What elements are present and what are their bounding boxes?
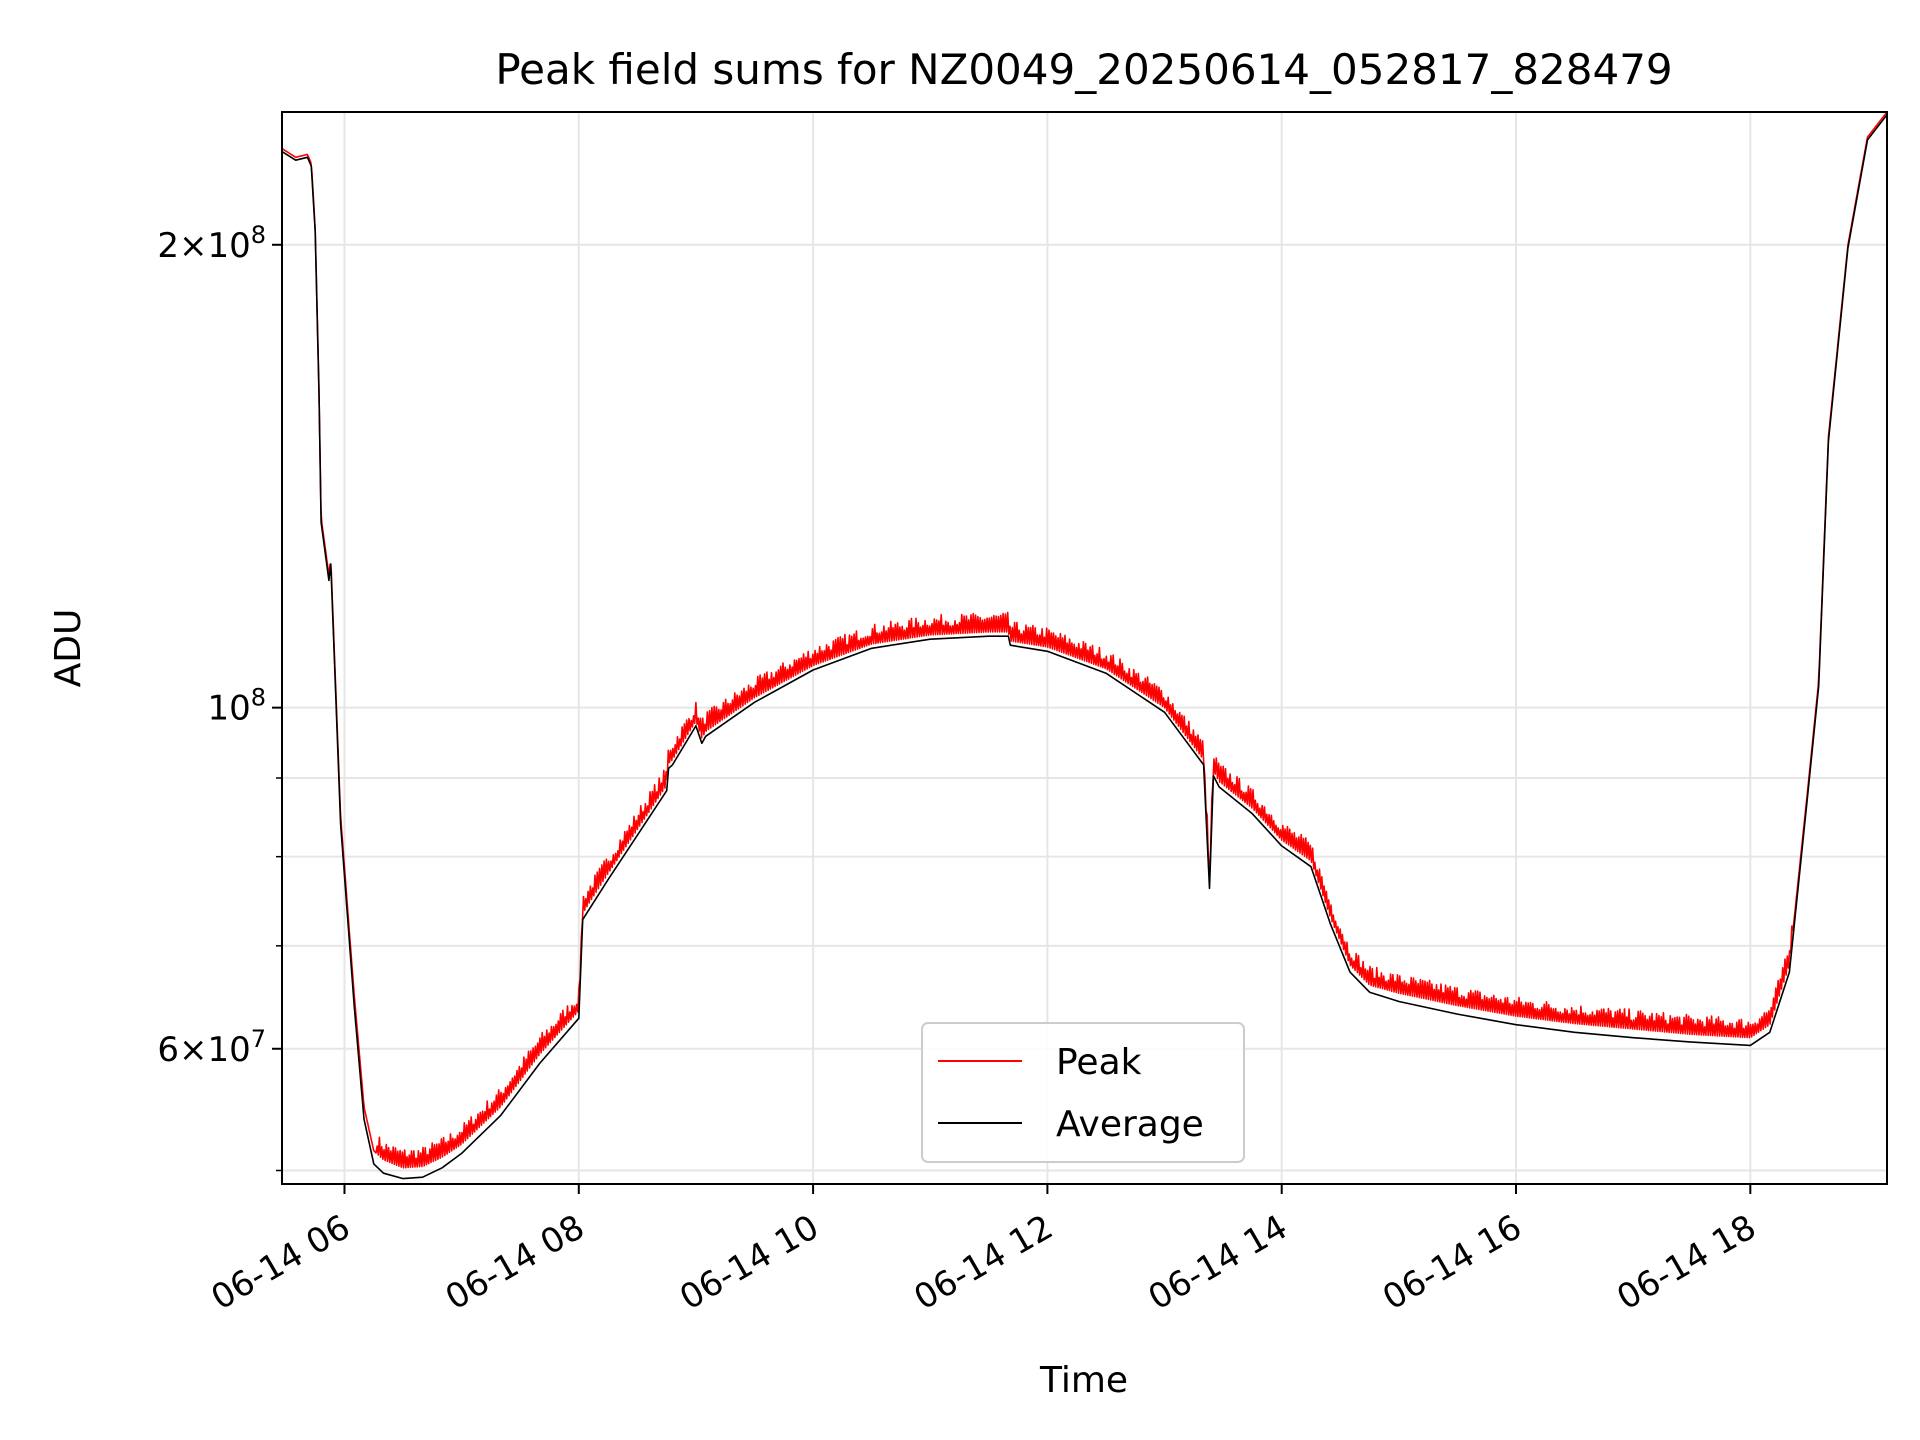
plot-frame bbox=[281, 111, 1888, 1185]
y-tick-label: 108 bbox=[207, 684, 266, 729]
grid-lines bbox=[282, 112, 1887, 1184]
y-tick-label: 2×108 bbox=[157, 221, 266, 266]
x-axis-title: Time bbox=[1039, 1360, 1128, 1401]
legend: Peak Average bbox=[921, 1022, 1245, 1163]
series-line-average bbox=[282, 114, 1887, 1180]
legend-box bbox=[921, 1022, 1245, 1163]
legend-label-average: Average bbox=[1056, 1104, 1204, 1145]
legend-label-peak: Peak bbox=[1056, 1042, 1142, 1083]
chart-title: Peak field sums for NZ0049_20250614_0528… bbox=[495, 45, 1672, 94]
y-axis-ticks: 2×108 108 6×107 bbox=[157, 221, 282, 1172]
series-line-peak bbox=[282, 112, 1887, 1169]
y-tick-label: 6×107 bbox=[157, 1025, 266, 1070]
y-axis-title: ADU bbox=[48, 609, 89, 688]
plot-lines bbox=[282, 112, 1887, 1180]
